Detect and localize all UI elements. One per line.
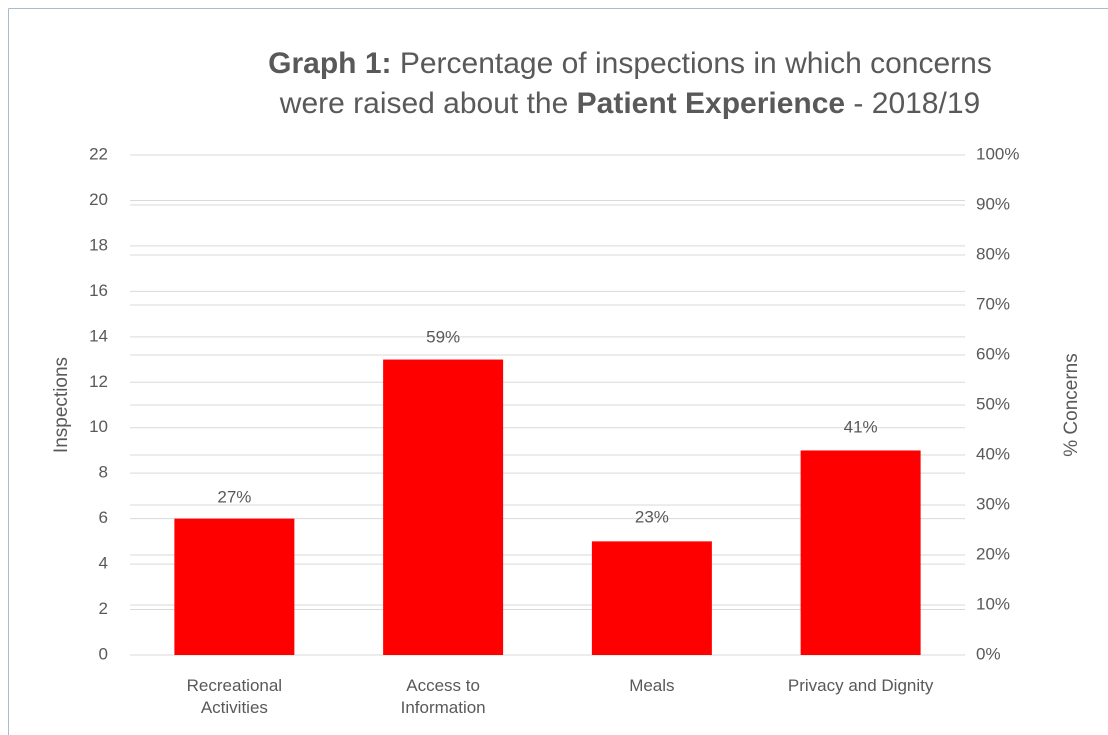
x-tick-label: Recreational Activities — [186, 676, 283, 717]
x-tick-label: Privacy and Dignity — [787, 676, 934, 695]
y-tick-label: 0 — [99, 644, 108, 663]
y-tick-label: 2 — [99, 599, 108, 618]
chart-title: were raised about the Patient Experience… — [279, 87, 980, 120]
y2-tick-label: 20% — [976, 544, 1010, 563]
y-tick-label: 22 — [89, 144, 108, 163]
y-tick-label: 16 — [89, 281, 108, 300]
x-tick-label: Access to Information — [400, 676, 486, 717]
y-tick-label: 18 — [89, 235, 108, 254]
y2-tick-label: 80% — [976, 244, 1010, 263]
data-label: 23% — [635, 507, 669, 526]
title-part: Patient Experience — [577, 87, 845, 120]
y2-tick-label: 90% — [976, 194, 1010, 213]
bar — [591, 541, 712, 655]
bar — [383, 359, 504, 655]
bar — [174, 518, 295, 655]
bar — [800, 450, 921, 655]
y-tick-label: 20 — [89, 190, 108, 209]
y-tick-label: 6 — [99, 508, 108, 527]
y2-tick-label: 10% — [976, 594, 1010, 613]
title-part: Percentage of inspections in which conce… — [392, 47, 992, 80]
data-label: 41% — [844, 417, 878, 436]
y-tick-label: 8 — [99, 463, 108, 482]
y2-tick-label: 0% — [976, 644, 1001, 663]
y-tick-label: 14 — [89, 326, 108, 345]
y2-tick-label: 30% — [976, 494, 1010, 513]
title-part: - 2018/19 — [845, 87, 980, 120]
y-tick-label: 12 — [89, 372, 108, 391]
y-tick-label: 4 — [99, 554, 108, 573]
data-label: 27% — [217, 487, 251, 506]
y-tick-label: 10 — [89, 417, 108, 436]
x-tick-label: Meals — [629, 676, 675, 695]
data-label: 59% — [426, 327, 460, 346]
y2-tick-label: 60% — [976, 344, 1010, 363]
y2-axis-title: % Concerns — [1061, 353, 1082, 457]
y-axis-title: Inspections — [51, 357, 72, 453]
title-part: Graph 1: — [268, 47, 391, 80]
title-part: were raised about the — [279, 87, 577, 120]
chart-title: Graph 1: Percentage of inspections in wh… — [268, 47, 992, 80]
y2-tick-label: 100% — [976, 144, 1019, 163]
y2-tick-label: 70% — [976, 294, 1010, 313]
y2-tick-label: 50% — [976, 394, 1010, 413]
y2-tick-label: 40% — [976, 444, 1010, 463]
